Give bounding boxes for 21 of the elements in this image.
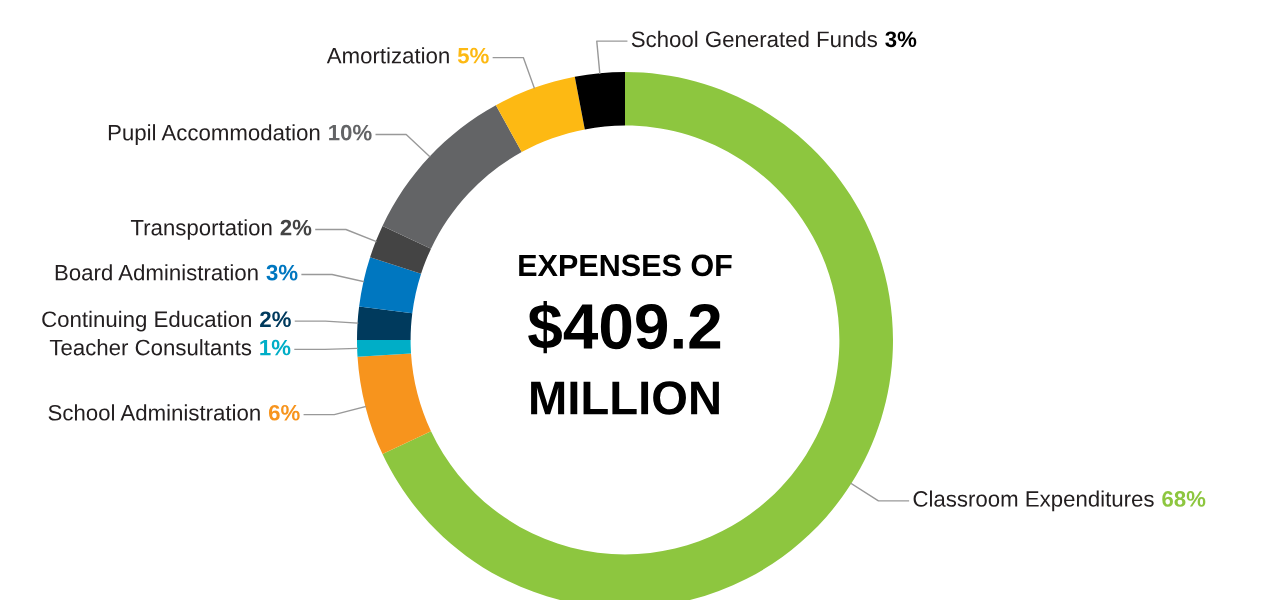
text: EXPENSES OF bbox=[519, 254, 732, 277]
data-label: 2% bbox=[260, 311, 291, 328]
data-label: 2% bbox=[280, 219, 312, 236]
text: MILLION bbox=[531, 381, 719, 415]
slice-label: Transportation bbox=[130, 219, 272, 240]
slice-label: Amortization bbox=[326, 47, 449, 64]
slice-label: School Administration bbox=[48, 404, 260, 421]
slice-label: Continuing Education bbox=[42, 310, 251, 332]
data-label: 5% bbox=[457, 47, 489, 64]
slice-label: School Generated Funds bbox=[631, 30, 878, 48]
data-label: 1% bbox=[260, 339, 291, 356]
slice-label: Pupil Accommodation bbox=[108, 124, 320, 145]
text: $409.2 bbox=[528, 301, 721, 354]
data-label: 6% bbox=[268, 404, 300, 421]
data-label: 10% bbox=[329, 124, 372, 141]
data-label: 3% bbox=[266, 264, 298, 281]
slice-label: Teacher Consultants bbox=[49, 339, 252, 356]
data-label: 3% bbox=[885, 31, 917, 48]
data-label: 68% bbox=[1162, 491, 1206, 507]
slice-label: Classroom Expenditures bbox=[913, 490, 1154, 512]
slice-label: Board Administration bbox=[55, 264, 258, 281]
